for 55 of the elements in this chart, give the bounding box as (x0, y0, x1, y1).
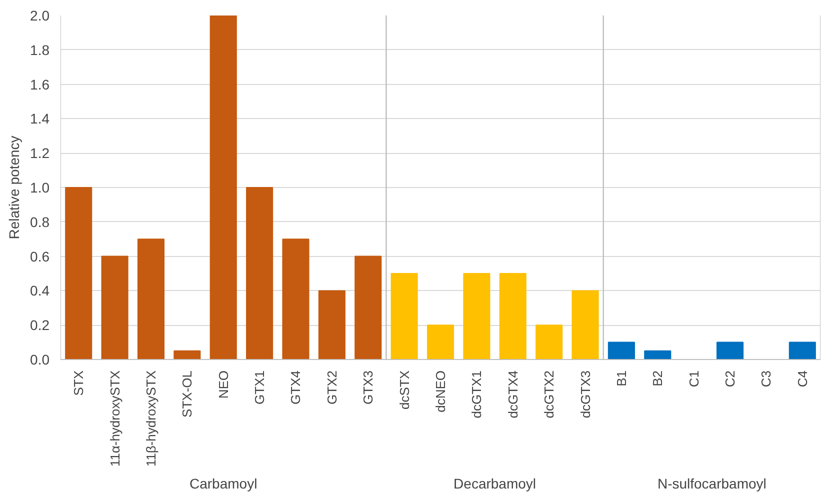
x-tick-label: 11β-hydroxySTX (143, 370, 158, 467)
y-tick-label: 2.0 (30, 8, 50, 24)
y-tick-label: 0.6 (30, 248, 50, 264)
y-tick-label: 1.6 (30, 76, 50, 92)
bar (788, 342, 816, 360)
x-tick-label: dcGTX3 (578, 370, 593, 418)
x-tick-label: GTX4 (288, 370, 304, 404)
x-tick-label: dcSTX (396, 370, 412, 410)
x-tick-label: C1 (686, 370, 702, 388)
x-tick-label: NEO (216, 370, 231, 399)
bar (608, 342, 635, 360)
x-tick-label: C2 (722, 370, 738, 388)
bar (716, 342, 744, 360)
bar (426, 324, 454, 360)
x-tick-label: C3 (758, 370, 774, 388)
x-tick-label: dcGTX1 (469, 370, 484, 418)
x-tick-label: STX-OL (180, 370, 195, 418)
bar (463, 273, 490, 360)
x-tick-label: dcGTX2 (542, 370, 557, 418)
bar (101, 256, 128, 360)
bar (536, 324, 563, 360)
x-tick-label: GTX1 (252, 370, 268, 404)
y-tick-label: 1.0 (30, 180, 50, 196)
y-tick-label: 0.2 (30, 317, 50, 334)
x-tick-label: GTX2 (324, 370, 340, 404)
bar (137, 238, 165, 360)
bar (644, 350, 672, 360)
bar (390, 273, 418, 360)
bar (65, 187, 92, 360)
x-tick-label: GTX3 (360, 370, 376, 404)
x-tick-label: dcGTX4 (505, 370, 520, 418)
bar (354, 256, 382, 360)
bar (572, 290, 599, 360)
text: Carbamoyl (190, 476, 258, 492)
y-tick-label: 0.0 (30, 352, 50, 368)
bar (246, 187, 274, 360)
bar (318, 290, 346, 360)
bar (499, 273, 526, 360)
text: Decarbamoyl (454, 476, 536, 492)
y-tick-label: 1.8 (30, 42, 50, 58)
y-tick-label: 0.4 (30, 282, 50, 299)
y-tick-label: 1.2 (30, 145, 50, 162)
y-tick-label: 1.4 (30, 110, 50, 127)
text: N-sulfocarbamoyl (657, 476, 766, 492)
y-axis-title: Relative potency (6, 136, 22, 240)
x-tick-label: 11α-hydroxySTX (107, 370, 122, 467)
x-tick-label: STX (71, 370, 86, 396)
bar (174, 350, 201, 360)
y-tick-label: 0.8 (30, 214, 50, 230)
x-tick-label: B2 (650, 370, 666, 386)
x-tick-label: dcNEO (433, 370, 448, 412)
bar (282, 238, 310, 360)
x-tick-label: C4 (794, 370, 810, 388)
bar (210, 16, 237, 360)
x-tick-label: B1 (614, 370, 629, 386)
